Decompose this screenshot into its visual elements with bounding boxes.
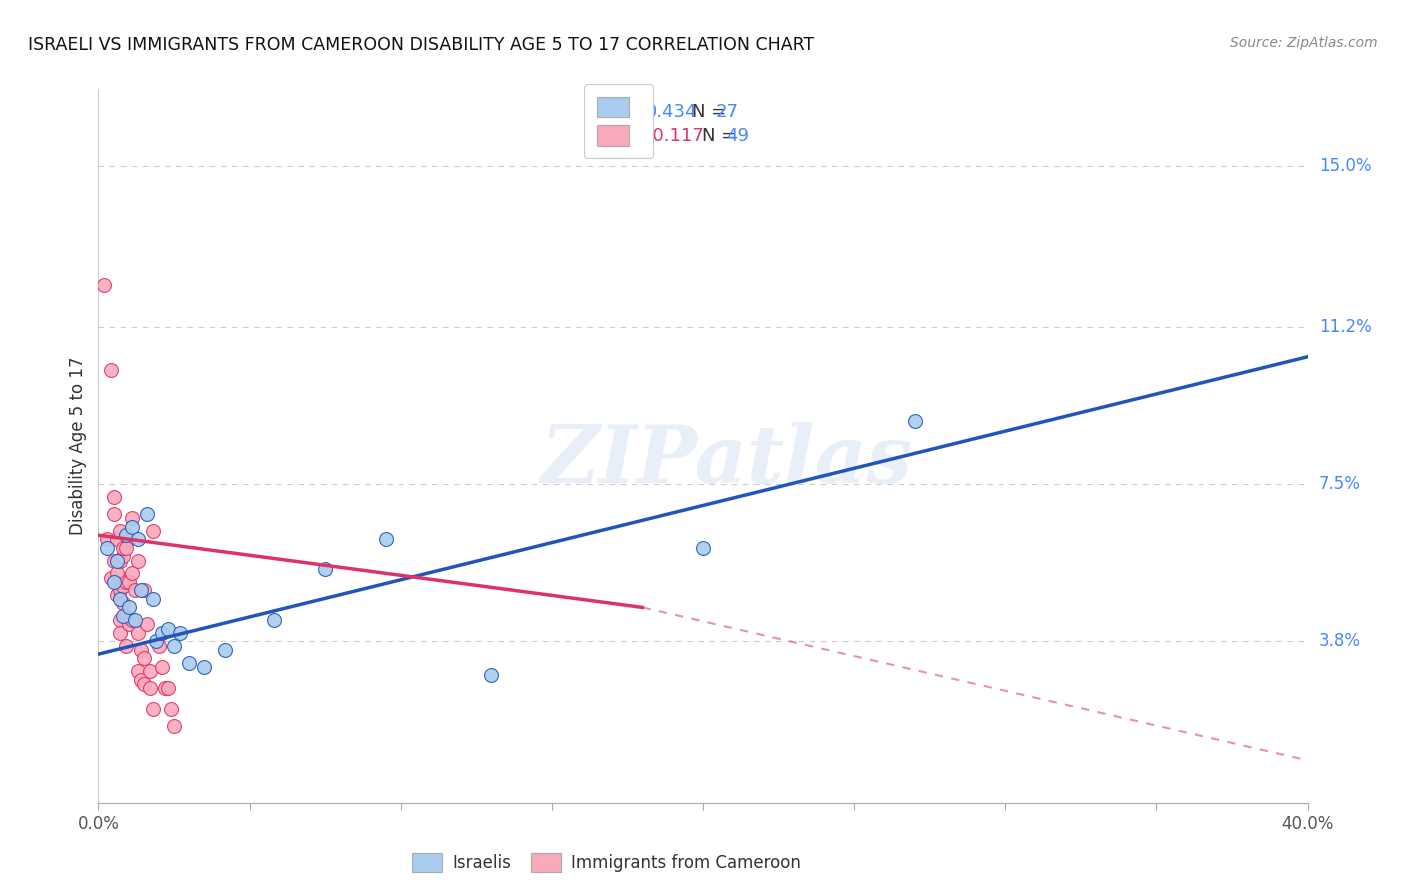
Point (121, 566, 143, 581)
Point (124, 583, 146, 598)
Text: R =: R = (621, 103, 661, 121)
Text: ZIPatlas: ZIPatlas (541, 422, 914, 499)
Point (127, 554, 149, 568)
Point (153, 681, 176, 695)
Point (108, 524, 131, 538)
Y-axis label: Disability Age 5 to 17: Disability Age 5 to 17 (69, 357, 87, 535)
Text: Source: ZipAtlas.com: Source: ZipAtlas.com (1230, 36, 1378, 50)
Point (150, 660, 173, 674)
Point (692, 541, 714, 555)
Point (103, 490, 125, 504)
Point (160, 702, 183, 716)
Point (114, 541, 136, 555)
Point (129, 643, 152, 657)
Point (163, 639, 186, 653)
Point (142, 702, 165, 716)
Point (139, 664, 162, 678)
Text: R =: R = (621, 127, 661, 145)
Text: 11.2%: 11.2% (1319, 318, 1371, 336)
Point (135, 617, 157, 632)
Point (156, 622, 179, 636)
Text: 7.5%: 7.5% (1319, 475, 1361, 493)
Point (177, 656, 201, 670)
Point (127, 664, 149, 678)
Point (114, 528, 136, 542)
Point (100, 571, 122, 585)
Point (118, 600, 141, 615)
Point (904, 413, 927, 427)
Text: 3.8%: 3.8% (1319, 632, 1361, 650)
Point (129, 673, 152, 687)
Point (127, 533, 149, 547)
Point (114, 608, 136, 623)
Point (105, 533, 128, 547)
Point (169, 626, 191, 640)
Legend: Israelis, Immigrants from Cameroon: Israelis, Immigrants from Cameroon (404, 844, 808, 880)
Point (142, 591, 165, 606)
Point (105, 566, 128, 581)
Point (111, 608, 134, 623)
Point (96, 533, 118, 547)
Point (148, 639, 170, 653)
Point (156, 681, 179, 695)
Point (135, 507, 157, 521)
Point (93, 277, 115, 292)
Point (114, 574, 136, 589)
Point (214, 643, 236, 657)
Point (105, 588, 128, 602)
Point (142, 524, 165, 538)
Point (111, 541, 134, 555)
Point (105, 554, 128, 568)
Point (118, 617, 141, 632)
Point (374, 533, 396, 547)
Point (121, 511, 143, 525)
Point (108, 626, 131, 640)
Point (121, 519, 143, 533)
Point (111, 596, 134, 610)
Point (111, 549, 134, 564)
Text: -0.117: -0.117 (645, 127, 704, 145)
Text: 27: 27 (716, 103, 740, 121)
Text: N =: N = (702, 127, 742, 145)
Point (108, 554, 131, 568)
Point (193, 660, 215, 674)
Text: N =: N = (692, 103, 733, 121)
Point (100, 362, 122, 376)
Point (129, 583, 152, 598)
Point (127, 626, 149, 640)
Point (314, 562, 336, 576)
Point (114, 639, 136, 653)
Point (108, 583, 131, 598)
Text: 0.434: 0.434 (645, 103, 697, 121)
Point (132, 677, 155, 691)
Point (481, 668, 503, 682)
Point (111, 579, 134, 593)
Point (118, 533, 141, 547)
Point (103, 507, 125, 521)
Point (108, 613, 131, 627)
Point (96, 541, 118, 555)
Point (150, 626, 173, 640)
Point (108, 591, 131, 606)
Point (118, 574, 141, 589)
Point (145, 634, 167, 648)
Text: ISRAELI VS IMMIGRANTS FROM CAMEROON DISABILITY AGE 5 TO 17 CORRELATION CHART: ISRAELI VS IMMIGRANTS FROM CAMEROON DISA… (28, 36, 814, 54)
Point (103, 554, 125, 568)
Point (124, 613, 146, 627)
Point (132, 583, 155, 598)
Point (132, 651, 155, 665)
Point (139, 681, 162, 695)
Point (163, 719, 186, 733)
Point (263, 613, 285, 627)
Text: 49: 49 (725, 127, 749, 145)
Point (103, 574, 125, 589)
Point (121, 613, 143, 627)
Text: 15.0%: 15.0% (1319, 157, 1371, 175)
